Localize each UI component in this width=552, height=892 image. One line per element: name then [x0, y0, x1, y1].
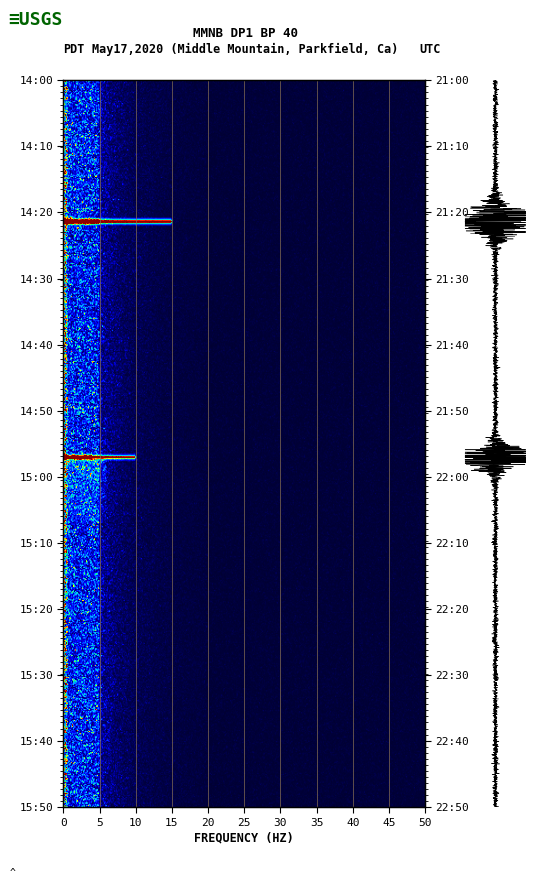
Text: May17,2020 (Middle Mountain, Parkfield, Ca): May17,2020 (Middle Mountain, Parkfield, …: [92, 43, 399, 55]
Text: MMNB DP1 BP 40: MMNB DP1 BP 40: [193, 28, 298, 40]
X-axis label: FREQUENCY (HZ): FREQUENCY (HZ): [194, 832, 294, 845]
Text: PDT: PDT: [63, 43, 85, 55]
Text: ≡USGS: ≡USGS: [8, 11, 63, 29]
Text: UTC: UTC: [420, 43, 441, 55]
Text: ^: ^: [10, 868, 16, 878]
